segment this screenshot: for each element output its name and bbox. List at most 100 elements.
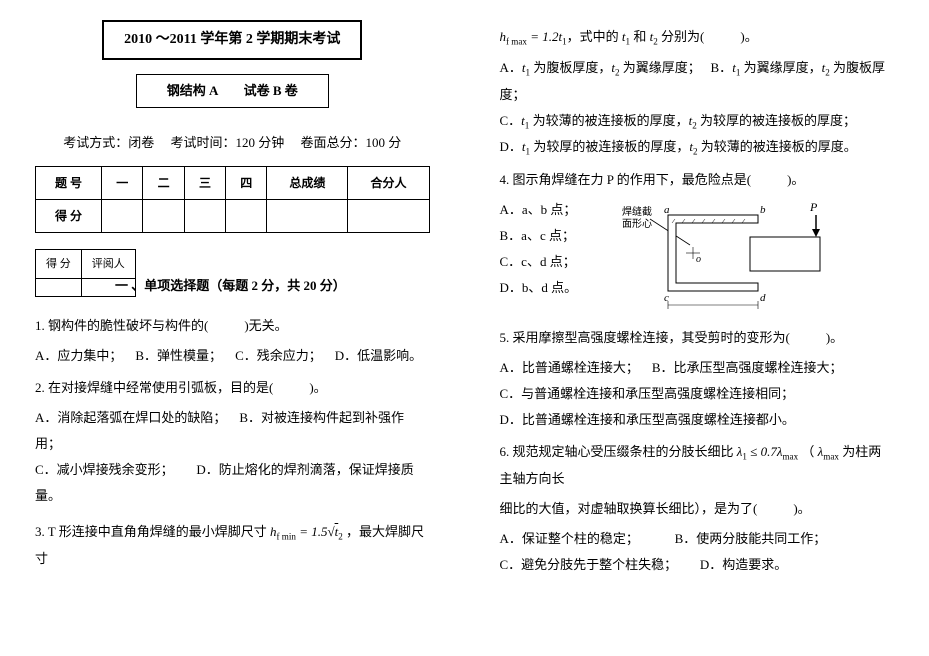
q2-opt-a: A．消除起落弧在焊口处的缺陷； <box>35 410 226 425</box>
th-grader: 合分人 <box>348 167 429 200</box>
q6-opt-d: D．构造要求。 <box>700 557 787 572</box>
q6-lambda-formula: λ1 ≤ 0.7λmax <box>737 444 798 459</box>
question-3: 3. T 形连接中直角角焊缝的最小焊脚尺寸 hf min = 1.5√t2 ，最… <box>35 519 430 572</box>
q3-hfmax-formula: hf max = 1.2t1 <box>500 29 567 44</box>
label-b: b <box>760 204 766 216</box>
q5-stem-a: 5. 采用摩擦型高强度螺栓连接，其受剪时的变形为( <box>500 330 790 345</box>
q1-opt-c: C．残余应力； <box>235 348 322 363</box>
q4-figure: 焊缝截 面形心 <box>620 197 830 321</box>
q4-row: A．a、b 点； B．a、c 点； C．c、d 点； D．b、d 点。 焊缝截 … <box>500 197 895 321</box>
q3-hfmin-formula: hf min = 1.5√t2 <box>270 524 343 539</box>
q1-opt-a: A．应力集中； <box>35 348 122 363</box>
q3-t1: t1 <box>622 29 630 44</box>
q5-opt-a: A．比普通螺栓连接大； <box>500 360 639 375</box>
q5-options: A．比普通螺栓连接大； B．比承压型高强度螺栓连接大； C．与普通螺栓连接和承压… <box>500 355 895 433</box>
label-d: d <box>760 292 766 304</box>
q1-options: A．应力集中； B．弹性模量； C．残余应力； D．低温影响。 <box>35 343 430 369</box>
q5-opt-c: C．与普通螺栓连接和承压型高强度螺栓连接相同； <box>500 386 795 401</box>
arrow-head-icon <box>812 229 820 237</box>
td-blank <box>267 200 348 233</box>
section-1-title: 一 、单项选择题（每题 2 分，共 20 分） <box>115 273 430 299</box>
q6-options: A．保证整个柱的稳定； B．使两分肢能共同工作； C．避免分肢先于整个柱失稳； … <box>500 526 895 578</box>
weld-diagram-icon: 焊缝截 面形心 <box>620 197 830 312</box>
q5-opt-b: B．比承压型高强度螺栓连接大； <box>652 360 843 375</box>
q4-opt-c: C．c、d 点； <box>500 249 620 275</box>
mode-value: 闭卷 <box>128 135 154 150</box>
bracket-outline <box>668 215 758 291</box>
q4-opt-d: D．b、d 点。 <box>500 275 620 301</box>
q2-stem-b: )。 <box>309 380 326 395</box>
q1-stem-b: )无关。 <box>244 318 287 333</box>
q3-stem-a: 3. T 形连接中直角角焊缝的最小焊脚尺寸 <box>35 524 270 539</box>
time-value: 120 分钟 <box>236 135 285 150</box>
q5-stem-b: )。 <box>826 330 843 345</box>
td-blank <box>102 200 143 233</box>
q6-l2b: )。 <box>793 501 810 516</box>
td-label: 得 分 <box>36 200 102 233</box>
exam-subtitle: 钢结构 A 试卷 B 卷 <box>136 74 329 108</box>
plate <box>750 237 820 271</box>
q2-opt-c: C．减小焊接残余变形； <box>35 462 174 477</box>
q1-opt-d: D．低温影响。 <box>335 348 422 363</box>
mode-label: 考试方式： <box>63 135 128 150</box>
q6-stem-b: （ <box>801 444 814 459</box>
question-4: 4. 图示角焊缝在力 P 的作用下，最危险点是()。 <box>500 167 895 193</box>
q3-opt-d: D．t1 为较厚的被连接板的厚度，t2 为较薄的被连接板的厚度。 <box>500 139 857 154</box>
th-3: 三 <box>184 167 225 200</box>
q3-t2: t2 <box>650 29 658 44</box>
td-blank <box>184 200 225 233</box>
question-5: 5. 采用摩擦型高强度螺栓连接，其受剪时的变形为( )。 <box>500 325 895 351</box>
right-column: hf max = 1.2t1，式中的 t1 和 t2 分别为( )。 A．t1 为… <box>465 0 929 656</box>
fig-label: 焊缝截 <box>622 205 652 218</box>
q6-stem-a: 6. 规范规定轴心受压缀条柱的分肢长细比 <box>500 444 737 459</box>
q3-l2c: 分别为( <box>658 29 705 44</box>
q4-opt-b: B．a、c 点； <box>500 223 620 249</box>
td-blank <box>226 200 267 233</box>
td-blank <box>143 200 184 233</box>
th-4: 四 <box>226 167 267 200</box>
exam-title: 2010 ～2011 学年第 2 学期期末考试 <box>102 20 362 60</box>
q5-opt-d: D．比普通螺栓连接和承压型高强度螺栓连接都小。 <box>500 412 795 427</box>
question-2: 2. 在对接焊缝中经常使用引弧板，目的是( )。 <box>35 375 430 401</box>
course-name: 钢结构 A <box>167 83 218 98</box>
q6-opt-b: B．使两分肢能共同工作； <box>675 531 827 546</box>
table-row: 得 分 <box>36 200 430 233</box>
q4-stem-b: )。 <box>787 172 804 187</box>
q1-opt-b: B．弹性模量； <box>135 348 222 363</box>
label-a: a <box>664 204 670 216</box>
q2-options: A．消除起落弧在焊口处的缺陷； B．对被连接构件起到补强作用； C．减小焊接残余… <box>35 405 430 509</box>
th-1: 一 <box>102 167 143 200</box>
q3-opt-c: C．t1 为较薄的被连接板的厚度，t2 为较厚的被连接板的厚度； <box>500 113 857 128</box>
fig-label-2: 面形心 <box>622 218 652 230</box>
left-column: 2010 ～2011 学年第 2 学期期末考试 钢结构 A 试卷 B 卷 考试方… <box>0 0 465 656</box>
score-cell: 得 分 <box>36 250 82 279</box>
question-1: 1. 钢构件的脆性破坏与构件的( )无关。 <box>35 313 430 339</box>
label-P: P <box>809 200 818 214</box>
q4-options: A．a、b 点； B．a、c 点； C．c、d 点； D．b、d 点。 <box>500 197 620 321</box>
q6-l2: 细比的大值，对虚轴取换算长细比），是为了( <box>500 501 758 516</box>
q2-stem-a: 2. 在对接焊缝中经常使用引弧板，目的是( <box>35 380 273 395</box>
blank-cell <box>36 279 82 297</box>
score-table: 题 号 一 二 三 四 总成绩 合分人 得 分 <box>35 166 430 233</box>
q1-stem-a: 1. 钢构件的脆性破坏与构件的( <box>35 318 208 333</box>
q3-l2a: ，式中的 <box>567 29 622 44</box>
total-label: 卷面总分： <box>301 135 366 150</box>
question-6: 6. 规范规定轴心受压缀条柱的分肢长细比 λ1 ≤ 0.7λmax （ λmax… <box>500 439 895 492</box>
q3-l2d: )。 <box>740 29 757 44</box>
q3-opt-a: A．t1 为腹板厚度，t2 为翼缘厚度； <box>500 60 701 75</box>
exam-info-line: 考试方式：闭卷 考试时间：120 分钟 卷面总分：100 分 <box>35 130 430 156</box>
label-o: o <box>696 254 701 265</box>
time-label: 考试时间： <box>170 135 235 150</box>
q3-options: A．t1 为腹板厚度，t2 为翼缘厚度； B．t1 为翼缘厚度，t2 为腹板厚度… <box>500 55 895 161</box>
th-total: 总成绩 <box>267 167 348 200</box>
td-blank <box>348 200 429 233</box>
table-row: 题 号 一 二 三 四 总成绩 合分人 <box>36 167 430 200</box>
th-num: 题 号 <box>36 167 102 200</box>
th-2: 二 <box>143 167 184 200</box>
q6-line2: 细比的大值，对虚轴取换算长细比），是为了( )。 <box>500 496 895 522</box>
q3-continued: hf max = 1.2t1，式中的 t1 和 t2 分别为( )。 <box>500 24 895 51</box>
q6-opt-c: C．避免分肢先于整个柱失稳； <box>500 557 678 572</box>
q3-l2b: 和 <box>630 29 650 44</box>
q6-opt-a: A．保证整个柱的稳定； <box>500 531 639 546</box>
q4-opt-a: A．a、b 点； <box>500 197 620 223</box>
